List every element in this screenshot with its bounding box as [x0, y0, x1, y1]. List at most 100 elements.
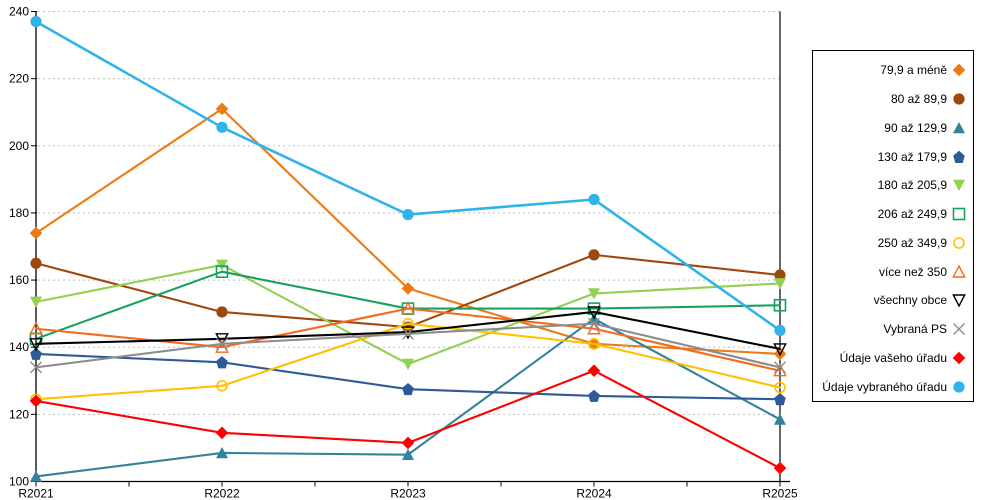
y-axis-label: 240	[9, 5, 29, 19]
x-axis-label: R2025	[762, 487, 798, 500]
y-axis-label: 200	[9, 139, 29, 153]
diamond-marker-icon	[773, 461, 787, 475]
y-axis-label: 140	[9, 340, 29, 354]
y-axis-label: 180	[9, 206, 29, 220]
legend-label: 130 až 179,9	[877, 149, 947, 164]
series-7	[30, 317, 786, 406]
circle-marker-icon	[953, 93, 965, 105]
triangle-marker-icon	[774, 413, 786, 425]
square-open-icon	[952, 207, 966, 221]
x-axis-label: R2023	[390, 487, 426, 500]
x-marker-icon	[588, 317, 600, 330]
circle-open-marker-icon	[774, 381, 786, 394]
square-open-marker-icon	[773, 298, 787, 312]
pentagon-marker-icon	[953, 150, 965, 163]
circle-marker-icon	[588, 249, 600, 261]
triangle-open-marker-icon	[587, 321, 601, 335]
x-marker-icon	[216, 337, 228, 350]
series-12	[30, 15, 786, 337]
circle-marker-icon	[774, 324, 786, 337]
pentagon-marker-icon	[30, 347, 42, 360]
triangle-down-open-marker-icon	[215, 333, 229, 347]
legend-label: více než 350	[878, 264, 947, 279]
triangle-down-marker-icon	[774, 278, 786, 290]
square-open-marker-icon	[952, 207, 966, 221]
legend-label: Vybraná PS	[883, 322, 947, 337]
legend-item: 130 až 179,9	[813, 142, 973, 171]
pentagon-marker-icon	[588, 389, 600, 402]
triangle-down-marker-icon	[216, 259, 228, 271]
diamond-marker-icon	[587, 364, 601, 378]
legend-item: Údaje vybraného úřadu	[813, 372, 973, 401]
circle-icon	[953, 381, 965, 393]
series-line	[34, 322, 782, 401]
legend-item: 79,9 a méně	[813, 56, 973, 85]
diamond-marker-icon	[401, 436, 415, 450]
y-axis-label: 220	[9, 72, 29, 86]
triangle-down-open-icon	[952, 294, 966, 308]
legend-label: 250 až 349,9	[877, 235, 947, 250]
diamond-icon	[952, 64, 966, 77]
triangle-open-marker-icon	[29, 321, 43, 335]
square-open-marker-icon	[215, 265, 229, 278]
legend-item: Údaje vašeho úřadu	[813, 344, 973, 373]
legend-item: 90 až 129,9	[813, 114, 973, 143]
triangle-down-open-marker-icon	[587, 306, 601, 320]
y-axis-label: 120	[9, 407, 29, 421]
series-9	[29, 306, 787, 357]
circle-marker-icon	[216, 121, 228, 133]
circle-marker-icon	[30, 257, 42, 269]
y-axis-label: 100	[9, 475, 29, 489]
diamond-marker-icon	[215, 426, 229, 440]
legend-label: 206 až 249,9	[877, 207, 947, 222]
circle-open-marker-icon	[588, 338, 600, 350]
series-5	[30, 259, 786, 370]
triangle-down-open-marker-icon	[773, 343, 787, 357]
circle-marker-icon	[216, 306, 228, 318]
circle-open-marker-icon	[216, 380, 228, 392]
series-line	[34, 310, 782, 350]
circle-marker-icon	[402, 209, 414, 221]
x-axis-label: R2022	[204, 487, 240, 500]
legend-item: Vybraná PS	[813, 315, 973, 344]
legend-label: 80 až 89,9	[890, 92, 947, 107]
triangle-down-open-marker-icon	[952, 294, 966, 308]
x-marker-icon	[953, 323, 965, 336]
circle-icon	[953, 93, 965, 105]
x-icon	[953, 323, 965, 336]
triangle-marker-icon	[30, 470, 42, 482]
triangle-down-marker-icon	[953, 180, 965, 192]
chart-legend: 79,9 a méně 80 až 89,9 90 až 129,9 130 až 1…	[812, 50, 974, 402]
legend-item: 80 až 89,9	[813, 85, 973, 114]
circle-open-icon	[953, 237, 965, 249]
legend-item: více než 350	[813, 257, 973, 286]
triangle-open-icon	[952, 264, 966, 278]
legend-label: Údaje vašeho úřadu	[839, 350, 947, 365]
legend-item: 180 až 205,9	[813, 171, 973, 200]
legend-label: 180 až 205,9	[877, 178, 947, 193]
triangle-icon	[953, 121, 965, 134]
triangle-open-marker-icon	[952, 264, 966, 278]
legend-label: 79,9 a méně	[880, 63, 947, 78]
legend-item: 206 až 249,9	[813, 200, 973, 229]
triangle-marker-icon	[953, 121, 965, 134]
circle-marker-icon	[588, 193, 600, 206]
series-10	[30, 317, 786, 374]
legend-label: Údaje vybraného úřadu	[822, 379, 947, 394]
legend-item: všechny obce	[813, 286, 973, 315]
x-marker-icon	[30, 361, 42, 374]
circle-open-marker-icon	[402, 317, 414, 330]
triangle-marker-icon	[402, 448, 414, 460]
series-4	[30, 347, 786, 406]
diamond-marker-icon	[29, 226, 43, 240]
pentagon-marker-icon	[402, 382, 414, 396]
circle-marker-icon	[774, 269, 786, 281]
triangle-down-marker-icon	[588, 288, 600, 300]
x-axis-label: R2021	[18, 487, 54, 500]
triangle-down-open-marker-icon	[29, 338, 43, 352]
triangle-down-marker-icon	[30, 296, 42, 308]
triangle-down-icon	[953, 180, 965, 192]
x-axis-label: R2024	[576, 487, 612, 500]
